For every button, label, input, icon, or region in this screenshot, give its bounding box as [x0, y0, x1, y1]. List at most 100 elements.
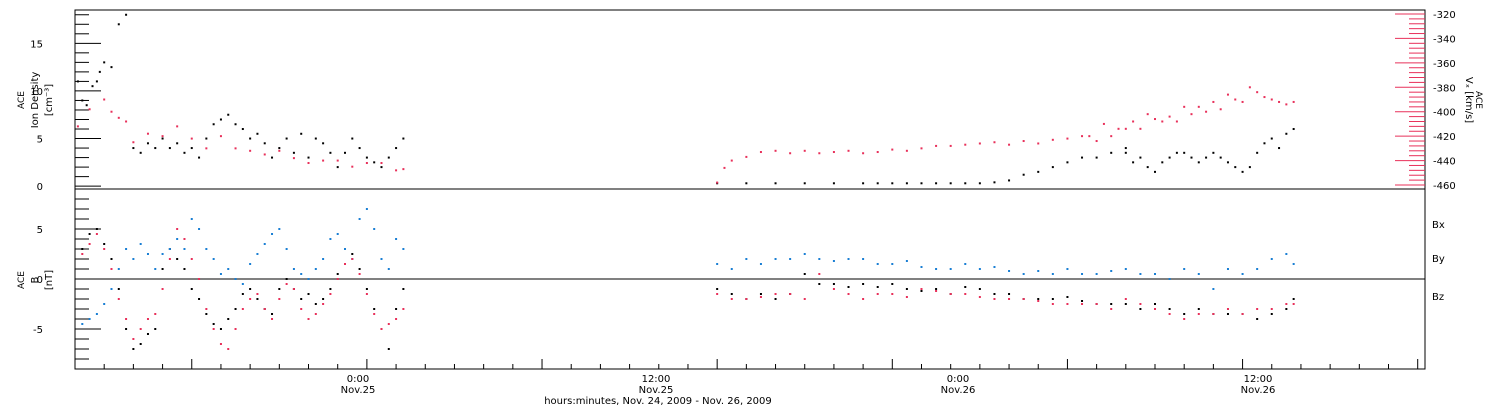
bz-point — [876, 293, 879, 295]
by-point — [774, 258, 777, 260]
vx-point — [161, 135, 164, 138]
vx-point — [1037, 142, 1040, 145]
bx-point — [716, 288, 719, 290]
density-point — [1154, 170, 1156, 173]
density-point — [76, 80, 79, 83]
density-point — [1226, 161, 1229, 164]
by-point — [949, 268, 952, 270]
vx-point — [1117, 127, 1120, 130]
density-point — [1205, 156, 1208, 159]
vx-point — [1051, 138, 1054, 141]
vx-point — [125, 120, 128, 123]
density-point — [395, 147, 398, 150]
density-point — [1292, 128, 1295, 131]
by-point — [876, 263, 879, 265]
density-point — [1124, 147, 1127, 150]
bx-point — [1154, 303, 1156, 305]
by-point — [1051, 273, 1054, 275]
vx-point — [716, 181, 719, 184]
x-tick-label-4: 12:00 — [1244, 374, 1273, 385]
bz-point — [1154, 308, 1156, 310]
by-point — [730, 268, 733, 270]
density-point — [1248, 166, 1251, 169]
density-point — [1161, 161, 1164, 164]
bz-point — [1285, 303, 1288, 305]
by-point — [205, 248, 208, 250]
vx-tick-label: -360 — [1433, 59, 1456, 70]
bz-point — [818, 273, 821, 275]
density-point — [139, 151, 142, 154]
bx-point — [1066, 296, 1069, 298]
vx-point — [1234, 98, 1237, 101]
bx-point — [993, 293, 996, 295]
by-point — [993, 266, 996, 268]
bx-point — [227, 318, 230, 320]
bz-point — [1037, 300, 1040, 302]
bz-point — [249, 298, 252, 300]
density-point — [387, 156, 390, 159]
bz-point — [964, 293, 967, 295]
x-tick-label-1: 0:00 — [347, 374, 369, 385]
bz-point — [1183, 318, 1186, 320]
bz-point — [380, 328, 383, 330]
density-point — [1241, 170, 1244, 173]
bx-point — [110, 258, 113, 260]
density-point — [85, 104, 88, 107]
legend-by: By — [1432, 254, 1445, 265]
by-point — [314, 268, 317, 270]
vx-point — [1241, 100, 1244, 103]
density-point — [292, 151, 295, 154]
density-point — [1110, 151, 1113, 154]
by-point — [241, 283, 244, 285]
vx-point — [322, 159, 325, 162]
density-point — [271, 156, 274, 159]
density-point — [183, 151, 186, 154]
bx-point — [139, 343, 142, 345]
bz-point — [862, 298, 865, 300]
vx-point — [730, 159, 733, 162]
by-point — [234, 278, 237, 280]
by-point — [1066, 268, 1069, 270]
bz-point — [993, 298, 996, 300]
vx-point — [832, 151, 835, 154]
bz-point — [322, 303, 325, 305]
bz-point — [373, 313, 376, 315]
by-point — [1285, 253, 1288, 255]
density-point — [1008, 179, 1011, 182]
vx-point — [1081, 135, 1084, 138]
bx-point — [198, 298, 201, 300]
vx-point — [88, 108, 91, 111]
density-point — [154, 147, 157, 150]
vx-ylabel-line2: Vₓ [km/s] — [1463, 77, 1474, 123]
density-point — [1095, 156, 1098, 159]
bz-point — [1292, 303, 1295, 305]
x-tick-label-3: 0:00 — [947, 374, 969, 385]
by-point — [1241, 273, 1244, 275]
density-point — [110, 66, 113, 69]
by-point — [198, 228, 201, 230]
bz-point — [847, 293, 850, 295]
by-point — [862, 258, 865, 260]
density-point — [125, 13, 128, 16]
bz-point — [168, 258, 171, 260]
density-point — [803, 182, 806, 185]
bz-point — [336, 278, 339, 280]
density-ylabel-line1: ACE — [17, 91, 27, 109]
bz-point — [198, 278, 201, 280]
vx-point — [1022, 140, 1025, 143]
bz-point — [1110, 308, 1113, 310]
by-point — [307, 278, 310, 280]
density-point — [234, 123, 237, 126]
vx-point — [103, 98, 106, 101]
bx-point — [88, 233, 91, 235]
bz-point — [730, 298, 733, 300]
bz-point — [212, 328, 215, 330]
vx-point — [1124, 127, 1127, 130]
density-point — [774, 182, 777, 185]
vx-point — [190, 137, 193, 140]
density-point — [285, 137, 288, 140]
vx-point — [803, 149, 806, 152]
bz-point — [154, 313, 157, 315]
bx-point — [95, 228, 98, 230]
vx-point — [205, 147, 208, 150]
